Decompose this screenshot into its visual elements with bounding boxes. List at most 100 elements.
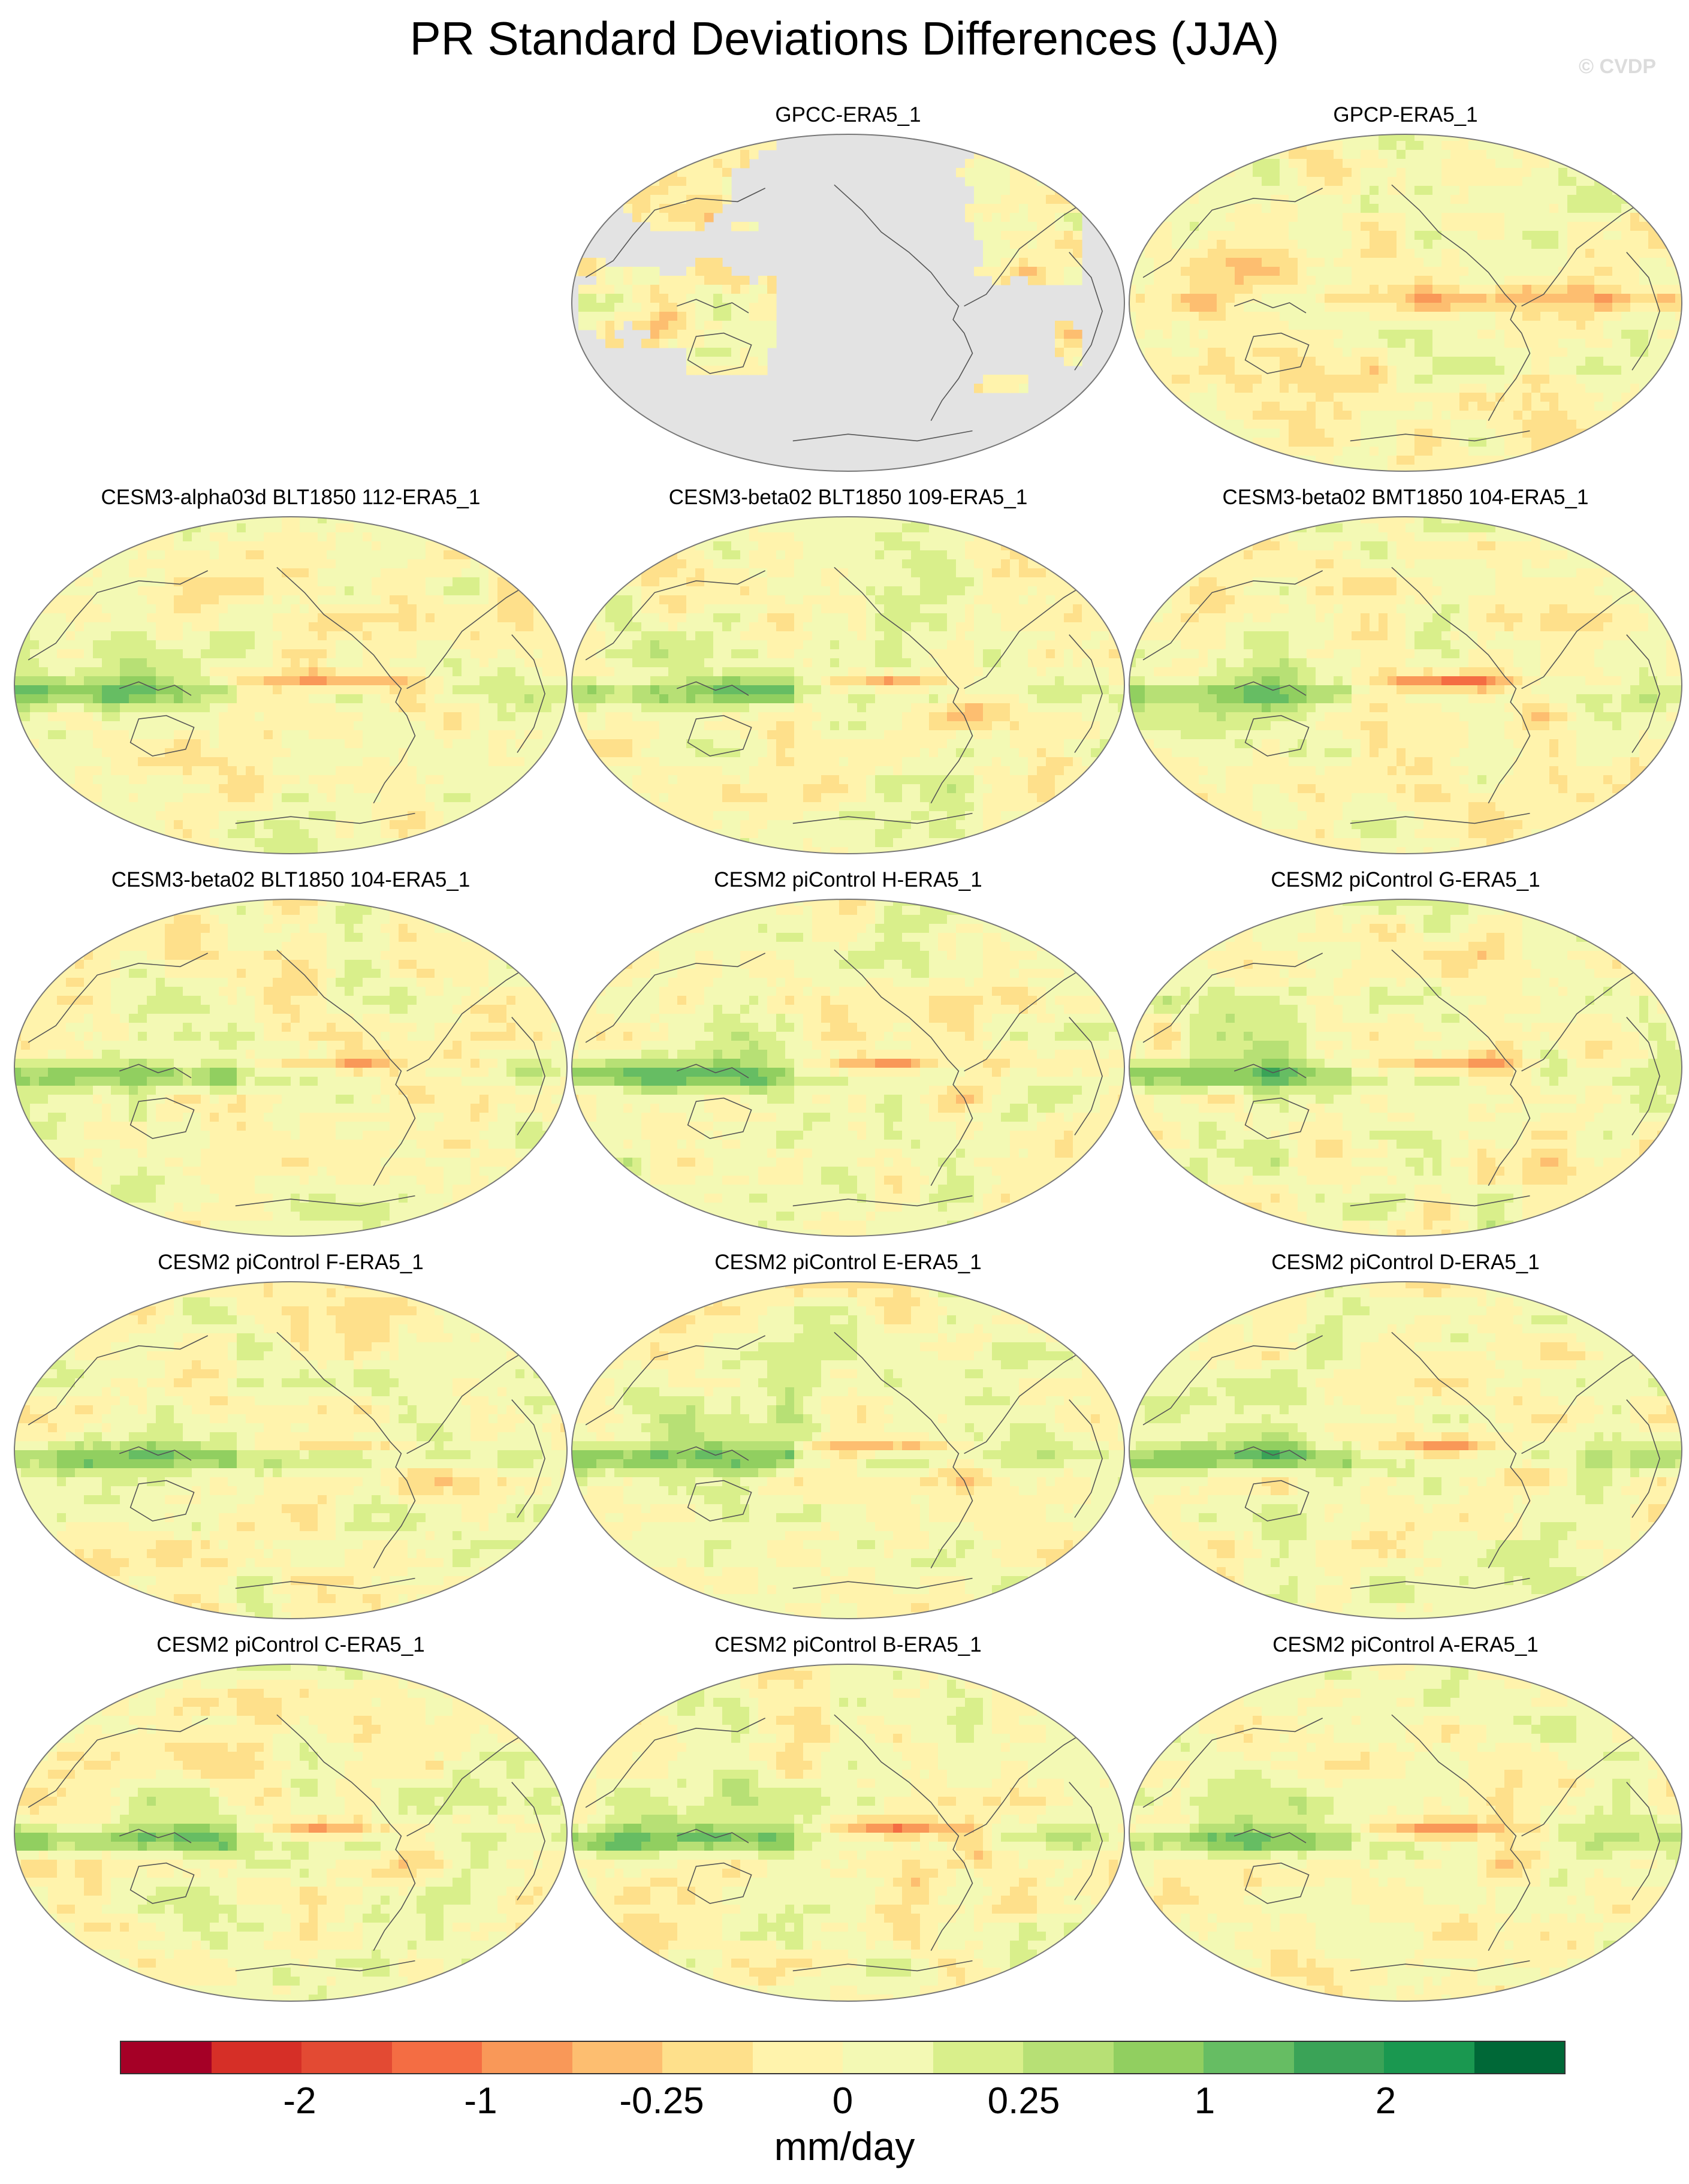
colorbar-swatch <box>572 2042 662 2073</box>
map-outline <box>1129 1281 1682 1619</box>
map-outline <box>14 516 568 854</box>
panel-title: CESM2 piControl G-ERA5_1 <box>1127 867 1684 893</box>
map-outline <box>1129 1664 1682 2002</box>
coastlines <box>28 567 545 824</box>
map-panel: CESM3-beta02 BLT1850 104-ERA5_1 <box>12 867 569 1245</box>
coastlines <box>1142 949 1660 1207</box>
colorbar-swatch <box>482 2042 572 2073</box>
colorbar-swatch <box>1293 2042 1384 2073</box>
world-map <box>1129 134 1682 472</box>
coastlines <box>1142 1714 1660 1972</box>
colorbar-swatch <box>391 2042 482 2073</box>
panel-title: CESM2 piControl B-ERA5_1 <box>569 1632 1127 1658</box>
world-map <box>571 1664 1125 2002</box>
world-map <box>1129 516 1682 854</box>
colorbar-tick-label: 1 <box>1195 2080 1215 2122</box>
coastlines <box>28 1714 545 1972</box>
colorbar-tick-label: -0.25 <box>619 2080 704 2122</box>
panel-title: CESM3-alpha03d BLT1850 112-ERA5_1 <box>12 484 569 511</box>
map-field <box>1129 517 1682 854</box>
map-outline <box>1129 516 1682 854</box>
map-panel: CESM3-alpha03d BLT1850 112-ERA5_1 <box>12 484 569 862</box>
panel-title: CESM2 piControl A-ERA5_1 <box>1127 1632 1684 1658</box>
colorbar-tick-label: 0 <box>833 2080 853 2122</box>
colorbar-swatch <box>662 2042 753 2073</box>
credit-watermark: © CVDP <box>1579 55 1656 79</box>
panel-title: CESM2 piControl E-ERA5_1 <box>569 1249 1127 1276</box>
coastlines <box>585 567 1103 824</box>
map-panel: CESM3-beta02 BLT1850 109-ERA5_1 <box>569 484 1127 862</box>
map-panel: CESM2 piControl E-ERA5_1 <box>569 1249 1127 1627</box>
world-map <box>1129 1664 1682 2002</box>
map-outline <box>14 1281 568 1619</box>
world-map <box>571 1281 1125 1619</box>
coastlines <box>585 184 1103 442</box>
map-outline <box>1129 899 1682 1237</box>
panel-title: CESM3-beta02 BMT1850 104-ERA5_1 <box>1127 484 1684 511</box>
panel-title: CESM2 piControl C-ERA5_1 <box>12 1632 569 1658</box>
map-panel: CESM2 piControl H-ERA5_1 <box>569 867 1127 1245</box>
map-outline <box>571 899 1125 1237</box>
world-map <box>1129 899 1682 1237</box>
world-map <box>14 899 568 1237</box>
map-outline <box>14 1664 568 2002</box>
colorbar-swatch <box>933 2042 1023 2073</box>
colorbar-tick-label: 0.25 <box>988 2080 1060 2122</box>
world-map <box>571 516 1125 854</box>
map-panel: GPCC-ERA5_1 <box>569 102 1127 480</box>
panel-title: GPCP-ERA5_1 <box>1127 102 1684 128</box>
map-panel: CESM2 piControl G-ERA5_1 <box>1127 867 1684 1245</box>
coastlines <box>28 949 545 1207</box>
map-field <box>14 899 567 1236</box>
panel-title: CESM2 piControl D-ERA5_1 <box>1127 1249 1684 1276</box>
coastlines <box>585 1332 1103 1589</box>
colorbar-swatch <box>1113 2042 1204 2073</box>
coastlines <box>1142 1332 1660 1589</box>
colorbar-tick-label: -2 <box>283 2080 316 2122</box>
map-outline <box>571 1664 1125 2002</box>
map-field <box>14 1282 567 1619</box>
coastlines <box>585 949 1103 1207</box>
coastlines <box>1142 184 1660 442</box>
map-panel: CESM2 piControl A-ERA5_1 <box>1127 1632 1684 2010</box>
map-outline <box>571 134 1125 472</box>
panel-title: CESM2 piControl F-ERA5_1 <box>12 1249 569 1276</box>
world-map <box>571 134 1125 472</box>
colorbar-tick-label: 2 <box>1376 2080 1396 2122</box>
panel-title: CESM2 piControl H-ERA5_1 <box>569 867 1127 893</box>
map-field <box>1129 1282 1682 1619</box>
panel-title: CESM3-beta02 BLT1850 104-ERA5_1 <box>12 867 569 893</box>
map-panel: CESM2 piControl C-ERA5_1 <box>12 1632 569 2010</box>
map-panel: CESM3-beta02 BMT1850 104-ERA5_1 <box>1127 484 1684 862</box>
colorbar-swatch <box>1023 2042 1114 2073</box>
map-outline <box>571 516 1125 854</box>
map-field <box>572 1282 1124 1619</box>
world-map <box>571 899 1125 1237</box>
coastlines <box>28 1332 545 1589</box>
colorbar-swatch <box>843 2042 933 2073</box>
map-field <box>572 1664 1124 2001</box>
colorbar-swatch <box>1384 2042 1474 2073</box>
world-map <box>14 1281 568 1619</box>
world-map <box>14 516 568 854</box>
colorbar-swatch <box>1204 2042 1294 2073</box>
world-map <box>14 1664 568 2002</box>
colorbar-units: mm/day <box>0 2122 1689 2170</box>
colorbar-swatch <box>752 2042 843 2073</box>
map-panel: CESM2 piControl F-ERA5_1 <box>12 1249 569 1627</box>
coastlines <box>585 1714 1103 1972</box>
map-panel: GPCP-ERA5_1 <box>1127 102 1684 480</box>
map-field <box>1129 1664 1682 2001</box>
panel-title: CESM3-beta02 BLT1850 109-ERA5_1 <box>569 484 1127 511</box>
colorbar <box>120 2041 1566 2074</box>
panel-title: GPCC-ERA5_1 <box>569 102 1127 128</box>
colorbar-tick-label: -1 <box>464 2080 497 2122</box>
figure-title: PR Standard Deviations Differences (JJA) <box>0 8 1689 68</box>
world-map <box>1129 1281 1682 1619</box>
colorbar-swatch <box>301 2042 392 2073</box>
colorbar-swatch <box>121 2042 212 2073</box>
colorbar-swatch <box>1474 2042 1564 2073</box>
map-field <box>572 134 1124 471</box>
map-field <box>14 1664 567 2001</box>
map-panel: CESM2 piControl D-ERA5_1 <box>1127 1249 1684 1627</box>
